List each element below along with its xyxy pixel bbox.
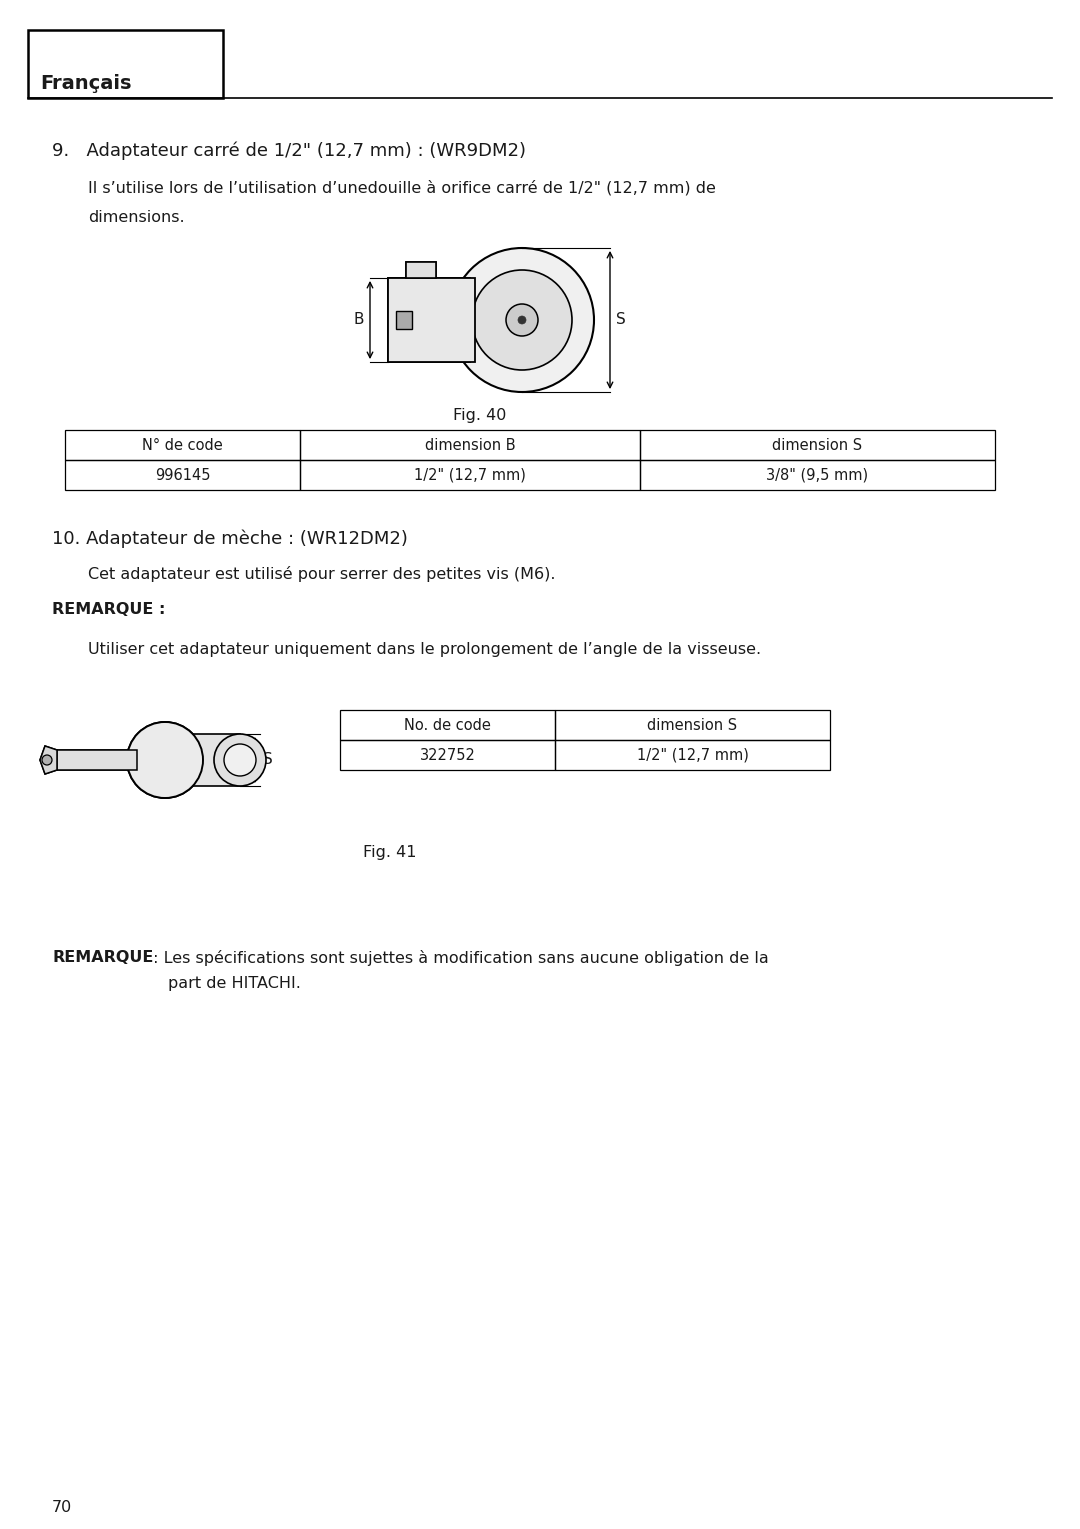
- Text: 9.   Adaptateur carré de 1/2" (12,7 mm) : (WR9DM2): 9. Adaptateur carré de 1/2" (12,7 mm) : …: [52, 142, 526, 161]
- Text: No. de code: No. de code: [404, 717, 491, 732]
- Bar: [406, 261, 436, 278]
- Text: 1/2" (12,7 mm): 1/2" (12,7 mm): [414, 468, 526, 483]
- Circle shape: [127, 722, 203, 798]
- Text: dimensions.: dimensions.: [87, 209, 185, 225]
- Circle shape: [518, 317, 526, 324]
- Bar: [396, 310, 411, 329]
- Text: dimension S: dimension S: [772, 437, 863, 453]
- Text: B: B: [353, 312, 364, 327]
- Bar: [57, 751, 137, 771]
- Text: REMARQUE :: REMARQUE :: [52, 602, 165, 618]
- Text: Fig. 41: Fig. 41: [363, 846, 417, 859]
- Bar: [396, 310, 411, 329]
- Circle shape: [214, 734, 266, 786]
- Bar: [300, 460, 640, 489]
- Bar: [388, 278, 475, 362]
- Text: 10. Adaptateur de mèche : (WR12DM2): 10. Adaptateur de mèche : (WR12DM2): [52, 531, 408, 549]
- Bar: [165, 734, 240, 786]
- Bar: [300, 430, 640, 460]
- Bar: [555, 709, 831, 740]
- Text: REMARQUE: REMARQUE: [52, 950, 153, 965]
- Bar: [65, 430, 300, 460]
- Text: dimension B: dimension B: [424, 437, 515, 453]
- Text: S: S: [264, 752, 273, 768]
- Text: 3/8" (9,5 mm): 3/8" (9,5 mm): [767, 468, 868, 483]
- Text: S: S: [616, 312, 625, 327]
- Circle shape: [507, 304, 538, 336]
- Bar: [340, 709, 555, 740]
- Text: Il s’utilise lors de l’utilisation d’unedouille à orifice carré de 1/2" (12,7 mm: Il s’utilise lors de l’utilisation d’une…: [87, 180, 716, 196]
- Text: 70: 70: [52, 1500, 72, 1515]
- Bar: [640, 430, 995, 460]
- Text: Fig. 40: Fig. 40: [454, 408, 507, 424]
- Polygon shape: [40, 746, 57, 774]
- Bar: [65, 460, 300, 489]
- Circle shape: [224, 745, 256, 777]
- Text: dimension S: dimension S: [647, 717, 738, 732]
- Circle shape: [42, 755, 52, 764]
- Text: : Les spécifications sont sujettes à modification sans aucune obligation de la: : Les spécifications sont sujettes à mod…: [148, 950, 769, 966]
- Circle shape: [127, 722, 203, 798]
- Bar: [640, 460, 995, 489]
- Text: part de HITACHI.: part de HITACHI.: [168, 976, 301, 991]
- Bar: [555, 740, 831, 771]
- Bar: [340, 740, 555, 771]
- Circle shape: [42, 755, 52, 764]
- Text: 996145: 996145: [154, 468, 211, 483]
- Bar: [57, 751, 141, 771]
- Text: 1/2" (12,7 mm): 1/2" (12,7 mm): [636, 748, 748, 763]
- Text: Cet adaptateur est utilisé pour serrer des petites vis (M6).: Cet adaptateur est utilisé pour serrer d…: [87, 566, 555, 583]
- Bar: [388, 278, 470, 362]
- Polygon shape: [40, 746, 57, 774]
- Text: Français: Français: [40, 73, 132, 93]
- Circle shape: [450, 248, 594, 391]
- Text: Utiliser cet adaptateur uniquement dans le prolongement de l’angle de la visseus: Utiliser cet adaptateur uniquement dans …: [87, 642, 761, 657]
- Text: N° de code: N° de code: [143, 437, 222, 453]
- Circle shape: [472, 271, 572, 370]
- Bar: [28, 31, 222, 98]
- Text: 322752: 322752: [419, 748, 475, 763]
- Bar: [406, 261, 436, 278]
